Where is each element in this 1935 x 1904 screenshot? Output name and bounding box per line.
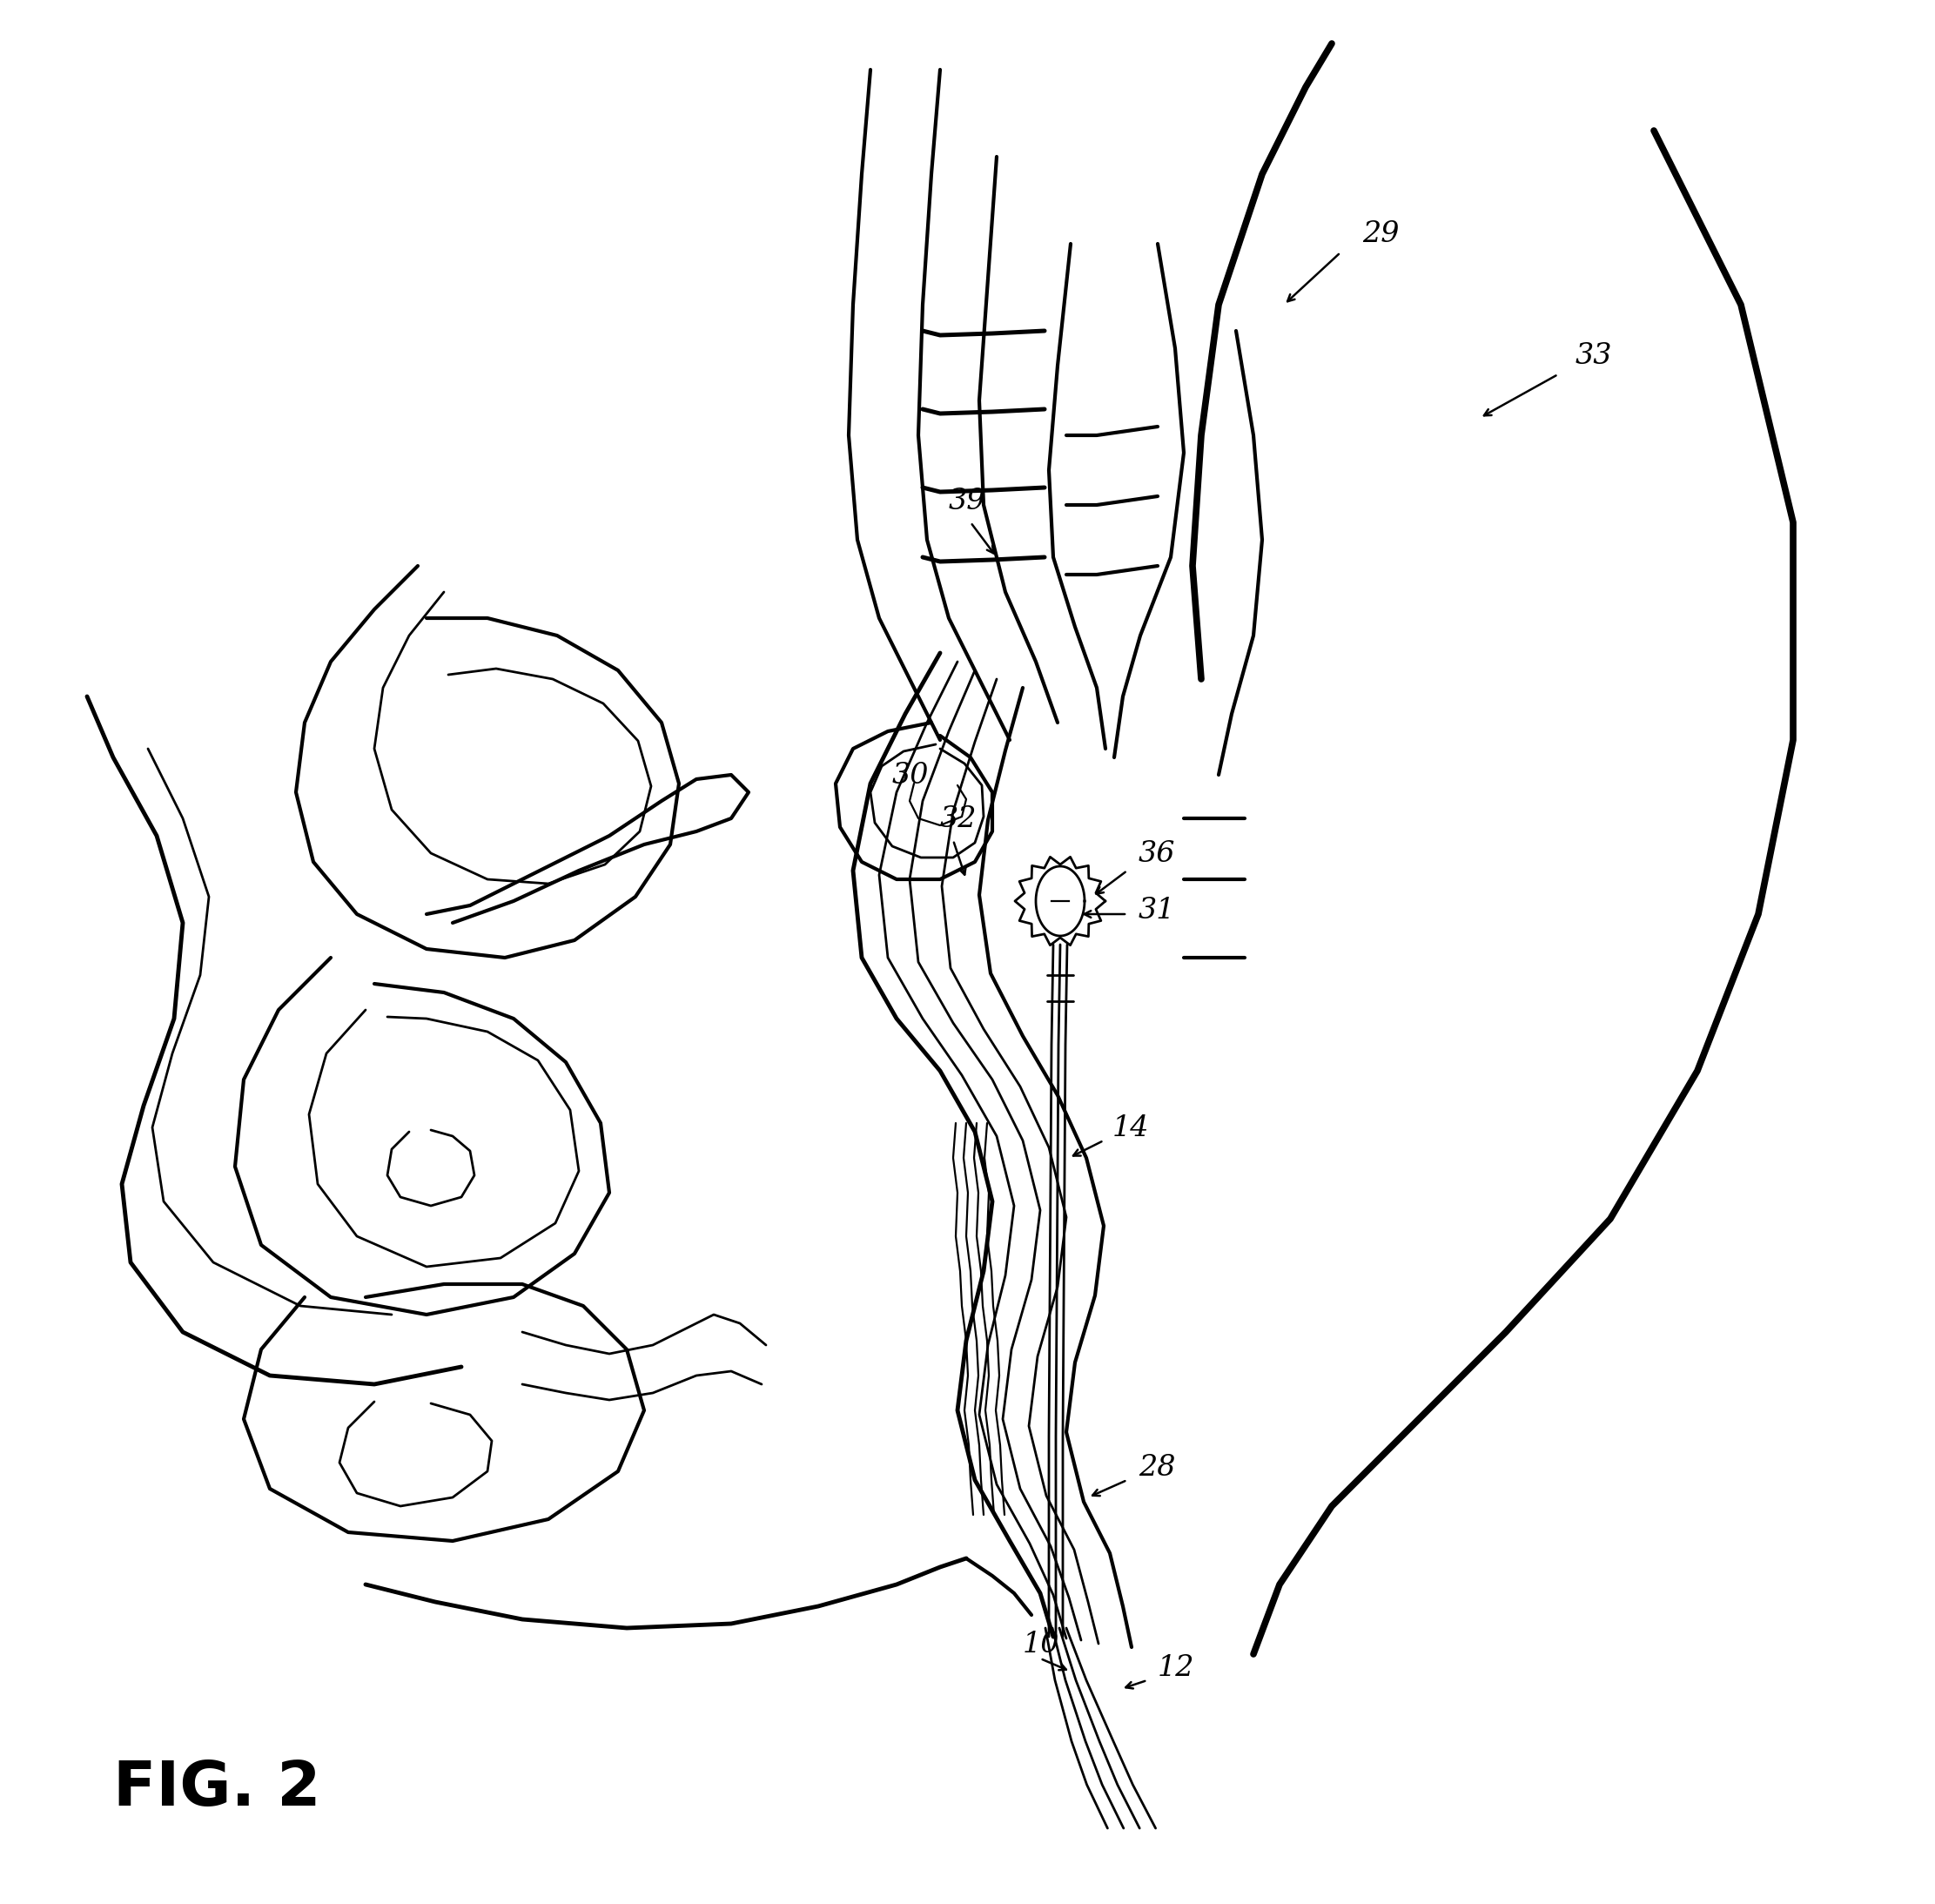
Text: 31: 31 [1138, 897, 1176, 925]
Text: 14: 14 [1113, 1114, 1149, 1142]
Text: FIG. 2: FIG. 2 [112, 1759, 321, 1818]
Text: 32: 32 [940, 805, 977, 834]
Text: 39: 39 [948, 487, 985, 516]
Text: 33: 33 [1575, 343, 1612, 369]
Text: 12: 12 [1157, 1655, 1194, 1681]
Text: 10: 10 [1024, 1630, 1060, 1658]
Text: 28: 28 [1138, 1455, 1176, 1481]
Text: 36: 36 [1138, 840, 1176, 868]
Text: 29: 29 [1362, 221, 1399, 248]
Text: 30: 30 [892, 762, 929, 790]
